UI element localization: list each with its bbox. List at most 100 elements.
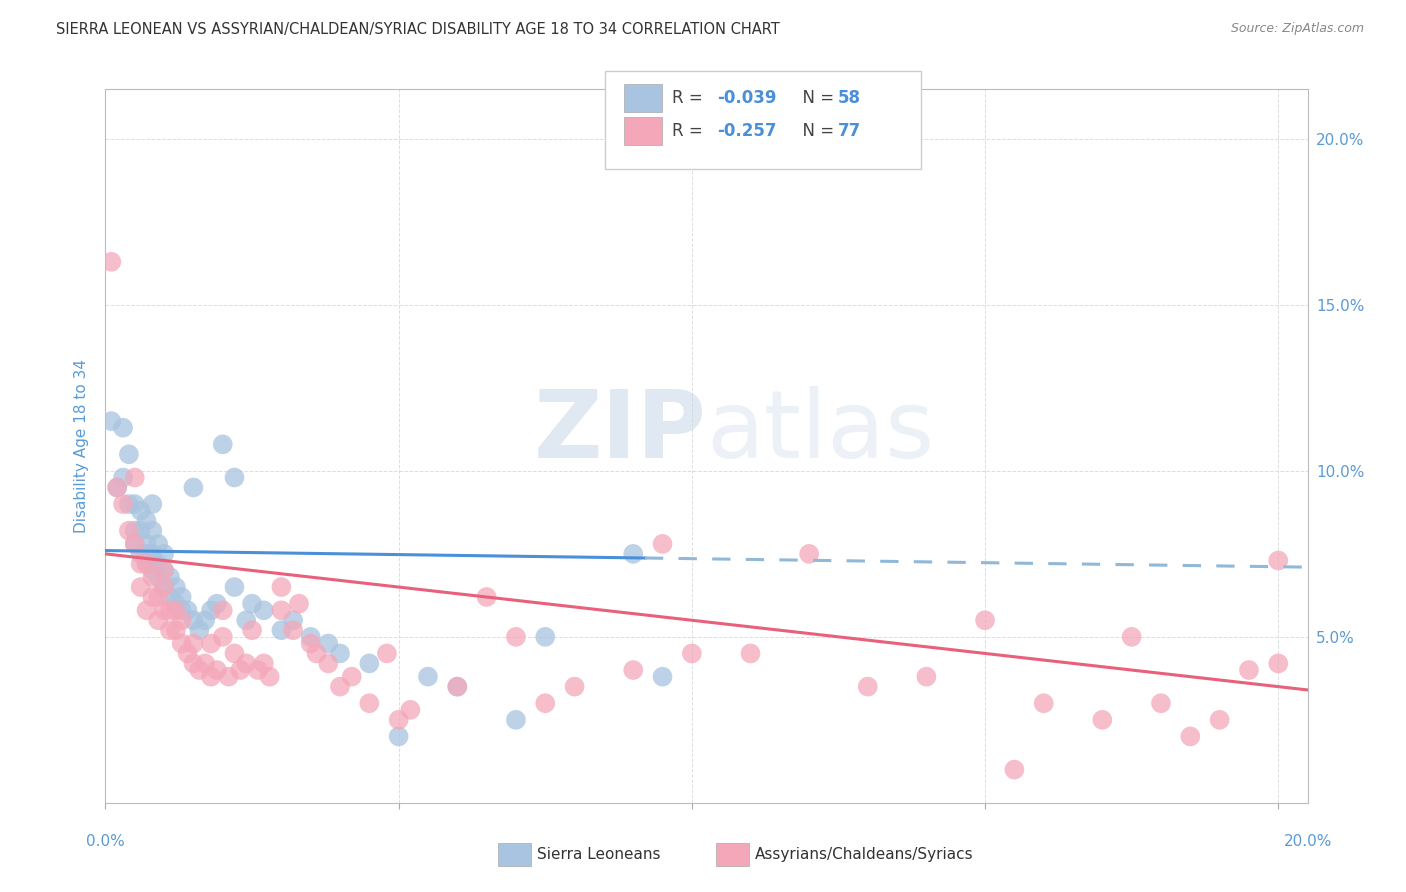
Point — [135, 537, 157, 551]
Point — [112, 497, 135, 511]
Point — [183, 481, 205, 495]
Point — [1180, 730, 1202, 744]
Point — [211, 603, 233, 617]
Point — [446, 680, 468, 694]
Point — [153, 580, 176, 594]
Point — [240, 597, 263, 611]
Point — [159, 624, 181, 638]
Point — [141, 547, 163, 561]
Point — [534, 696, 557, 710]
Point — [105, 481, 128, 495]
Point — [176, 603, 198, 617]
Text: SIERRA LEONEAN VS ASSYRIAN/CHALDEAN/SYRIAC DISABILITY AGE 18 TO 34 CORRELATION C: SIERRA LEONEAN VS ASSYRIAN/CHALDEAN/SYRI… — [56, 22, 780, 37]
Point — [153, 564, 176, 578]
Point — [416, 670, 439, 684]
Point — [229, 663, 252, 677]
Point — [188, 624, 211, 638]
Point — [129, 504, 152, 518]
Text: Assyrians/Chaldeans/Syriacs: Assyrians/Chaldeans/Syriacs — [755, 847, 973, 862]
Point — [124, 524, 146, 538]
Text: 0.0%: 0.0% — [86, 834, 125, 849]
Point — [153, 603, 176, 617]
Point — [1032, 696, 1054, 710]
Point — [153, 547, 176, 561]
Point — [176, 647, 198, 661]
Point — [194, 613, 217, 627]
Point — [235, 613, 257, 627]
Point — [135, 557, 157, 571]
Text: 77: 77 — [838, 122, 862, 140]
Text: 20.0%: 20.0% — [1284, 834, 1331, 849]
Point — [240, 624, 263, 638]
Point — [141, 564, 163, 578]
Text: N =: N = — [792, 89, 839, 107]
Point — [651, 670, 673, 684]
Point — [259, 670, 281, 684]
Point — [224, 470, 246, 484]
Point — [505, 713, 527, 727]
Point — [135, 557, 157, 571]
Point — [316, 636, 339, 650]
Point — [165, 597, 187, 611]
Point — [681, 647, 703, 661]
Point — [159, 590, 181, 604]
Point — [170, 636, 193, 650]
Point — [153, 564, 176, 578]
Point — [141, 497, 163, 511]
Point — [100, 414, 122, 428]
Text: ZIP: ZIP — [534, 385, 707, 478]
Point — [235, 657, 257, 671]
Point — [1237, 663, 1260, 677]
Point — [375, 647, 398, 661]
Point — [200, 603, 222, 617]
Point — [129, 524, 152, 538]
Point — [129, 580, 152, 594]
Point — [118, 447, 141, 461]
Point — [253, 657, 276, 671]
Point — [148, 557, 170, 571]
Point — [974, 613, 997, 627]
Point — [270, 624, 292, 638]
Point — [148, 590, 170, 604]
Text: atlas: atlas — [707, 385, 935, 478]
Point — [281, 624, 304, 638]
Point — [165, 580, 187, 594]
Point — [915, 670, 938, 684]
Text: 58: 58 — [838, 89, 860, 107]
Point — [1002, 763, 1025, 777]
Point — [340, 670, 363, 684]
Text: Sierra Leoneans: Sierra Leoneans — [537, 847, 661, 862]
Point — [797, 547, 820, 561]
Point — [1150, 696, 1173, 710]
Point — [388, 730, 411, 744]
Point — [159, 603, 181, 617]
Text: -0.257: -0.257 — [717, 122, 776, 140]
Point — [118, 524, 141, 538]
Point — [124, 470, 146, 484]
Point — [148, 570, 170, 584]
Text: R =: R = — [672, 122, 709, 140]
Point — [399, 703, 422, 717]
Point — [148, 613, 170, 627]
Point — [505, 630, 527, 644]
Point — [211, 630, 233, 644]
Point — [359, 696, 381, 710]
Point — [112, 470, 135, 484]
Point — [388, 713, 411, 727]
Point — [475, 590, 498, 604]
Text: N =: N = — [792, 122, 839, 140]
Text: -0.039: -0.039 — [717, 89, 776, 107]
Point — [740, 647, 762, 661]
Point — [856, 680, 879, 694]
Point — [359, 657, 381, 671]
Point — [153, 580, 176, 594]
Point — [281, 613, 304, 627]
Point — [329, 647, 352, 661]
Point — [200, 636, 222, 650]
Point — [564, 680, 586, 694]
Point — [148, 537, 170, 551]
Point — [1091, 713, 1114, 727]
Point — [200, 670, 222, 684]
Point — [165, 624, 187, 638]
Point — [316, 657, 339, 671]
